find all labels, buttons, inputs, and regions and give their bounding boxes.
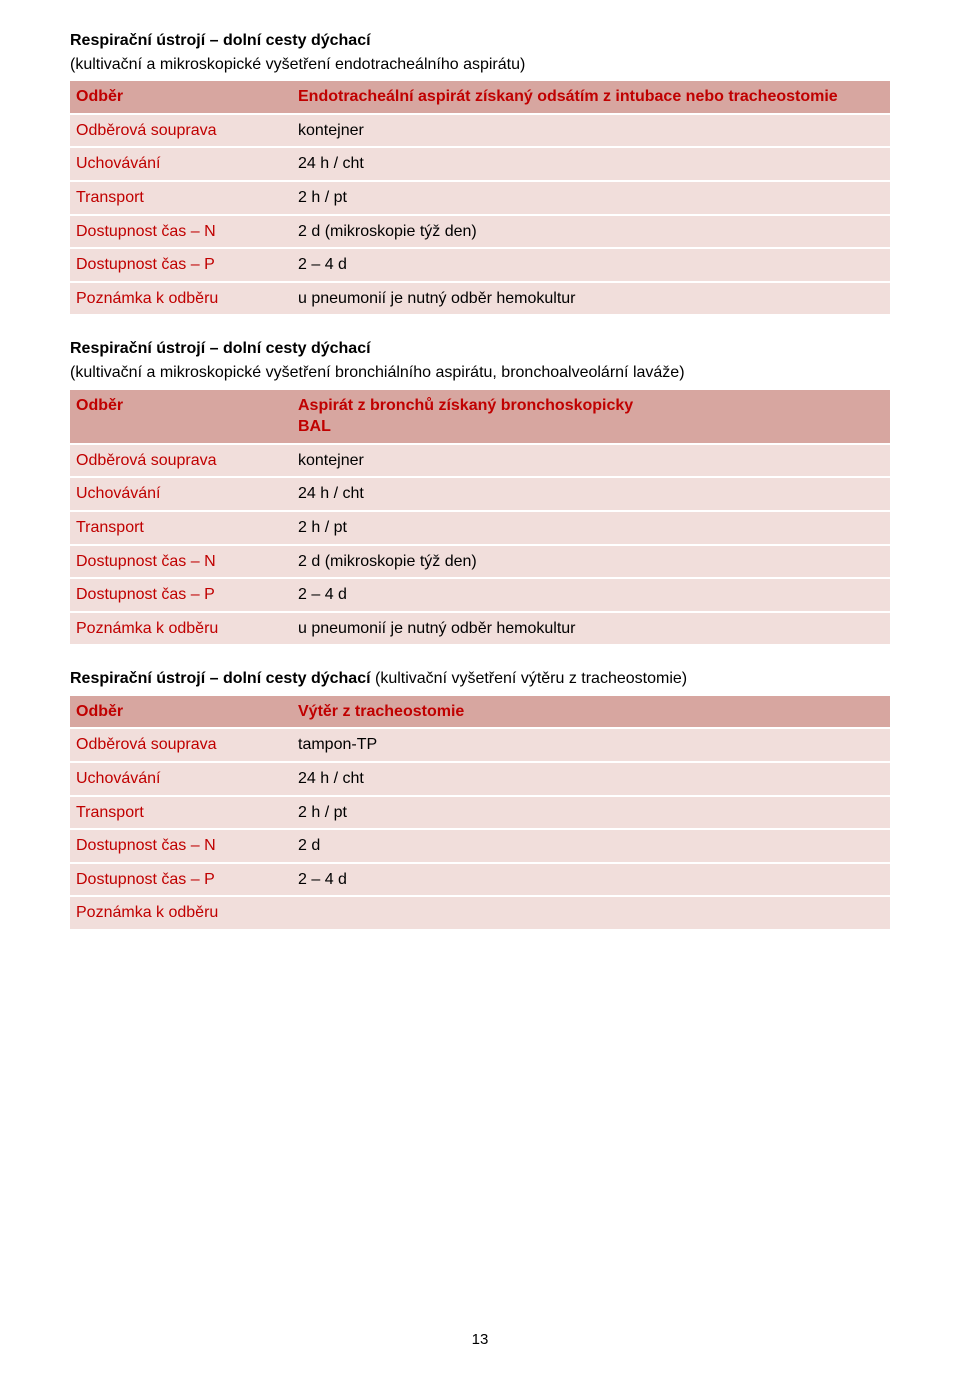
table-row: Dostupnost čas – N 2 d (mikroskopie týž …: [70, 215, 890, 249]
row-label: Transport: [70, 181, 292, 215]
section1-subtitle: (kultivační a mikroskopické vyšetření en…: [70, 54, 890, 76]
section1-table: Odběr Endotracheální aspirát získaný ods…: [70, 81, 890, 316]
table-row: Dostupnost čas – P 2 – 4 d: [70, 248, 890, 282]
row-value: [292, 896, 890, 930]
section3-title-plain: (kultivační vyšetření výtěru z tracheost…: [371, 670, 688, 687]
row-value: 24 h / cht: [292, 477, 890, 511]
table-row: Odběrová souprava kontejner: [70, 114, 890, 148]
section3-title-bold: Respirační ústrojí – dolní cesty dýchací: [70, 670, 371, 687]
row-label: Dostupnost čas – N: [70, 215, 292, 249]
row-value: 2 – 4 d: [292, 863, 890, 897]
row-label: Odběr: [70, 81, 292, 114]
page-number: 13: [0, 1331, 960, 1348]
row-label: Poznámka k odběru: [70, 896, 292, 930]
row-value: 2 d (mikroskopie týž den): [292, 545, 890, 579]
row-label: Odběrová souprava: [70, 444, 292, 478]
row-value: 2 d: [292, 829, 890, 863]
table-row: Odběrová souprava kontejner: [70, 444, 890, 478]
row-value: 24 h / cht: [292, 762, 890, 796]
row-label: Dostupnost čas – P: [70, 578, 292, 612]
row-label: Poznámka k odběru: [70, 282, 292, 316]
row-label: Dostupnost čas – N: [70, 829, 292, 863]
table-row: Dostupnost čas – P 2 – 4 d: [70, 578, 890, 612]
row-value: tampon-TP: [292, 728, 890, 762]
row-value: kontejner: [292, 114, 890, 148]
row-label: Odběrová souprava: [70, 114, 292, 148]
table-row: Poznámka k odběru u pneumonií je nutný o…: [70, 282, 890, 316]
table-row: Dostupnost čas – N 2 d (mikroskopie týž …: [70, 545, 890, 579]
row-value: 2 – 4 d: [292, 578, 890, 612]
row-label: Uchovávání: [70, 477, 292, 511]
row-value: 2 h / pt: [292, 181, 890, 215]
table-row: Odběr Endotracheální aspirát získaný ods…: [70, 81, 890, 114]
row-label: Poznámka k odběru: [70, 612, 292, 646]
table-row: Poznámka k odběru: [70, 896, 890, 930]
table-row: Dostupnost čas – P 2 – 4 d: [70, 863, 890, 897]
row-label: Odběr: [70, 696, 292, 729]
section3-table: Odběr Výtěr z tracheostomie Odběrová sou…: [70, 696, 890, 931]
table-row: Transport 2 h / pt: [70, 796, 890, 830]
section2-title: Respirační ústrojí – dolní cesty dýchací: [70, 338, 890, 360]
table-row: Dostupnost čas – N 2 d: [70, 829, 890, 863]
row-value: Aspirát z bronchů získaný bronchoskopick…: [292, 390, 890, 444]
row-label: Odběr: [70, 390, 292, 444]
table-row: Uchovávání 24 h / cht: [70, 477, 890, 511]
row-label: Uchovávání: [70, 147, 292, 181]
table-row: Poznámka k odběru u pneumonií je nutný o…: [70, 612, 890, 646]
row-value: u pneumonií je nutný odběr hemokultur: [292, 612, 890, 646]
row-value: kontejner: [292, 444, 890, 478]
row-label: Odběrová souprava: [70, 728, 292, 762]
row-label: Dostupnost čas – P: [70, 863, 292, 897]
row-value: 2 h / pt: [292, 511, 890, 545]
table-row: Uchovávání 24 h / cht: [70, 147, 890, 181]
row-label: Uchovávání: [70, 762, 292, 796]
row-value: 2 – 4 d: [292, 248, 890, 282]
row-label: Transport: [70, 796, 292, 830]
table-row: Transport 2 h / pt: [70, 181, 890, 215]
table-row: Odběrová souprava tampon-TP: [70, 728, 890, 762]
section2-table: Odběr Aspirát z bronchů získaný bronchos…: [70, 390, 890, 647]
section2-subtitle: (kultivační a mikroskopické vyšetření br…: [70, 362, 890, 384]
table-row: Odběr Výtěr z tracheostomie: [70, 696, 890, 729]
row-label: Dostupnost čas – N: [70, 545, 292, 579]
row-value: 2 h / pt: [292, 796, 890, 830]
row-value: Výtěr z tracheostomie: [292, 696, 890, 729]
row-label: Transport: [70, 511, 292, 545]
table-row: Odběr Aspirát z bronchů získaný bronchos…: [70, 390, 890, 444]
section3-title: Respirační ústrojí – dolní cesty dýchací…: [70, 668, 890, 690]
table-row: Transport 2 h / pt: [70, 511, 890, 545]
row-value: Endotracheální aspirát získaný odsátím z…: [292, 81, 890, 114]
page: Respirační ústrojí – dolní cesty dýchací…: [0, 0, 960, 1376]
row-label: Dostupnost čas – P: [70, 248, 292, 282]
row-value: 24 h / cht: [292, 147, 890, 181]
row-value: 2 d (mikroskopie týž den): [292, 215, 890, 249]
section1-title: Respirační ústrojí – dolní cesty dýchací: [70, 30, 890, 52]
table-row: Uchovávání 24 h / cht: [70, 762, 890, 796]
row-value: u pneumonií je nutný odběr hemokultur: [292, 282, 890, 316]
